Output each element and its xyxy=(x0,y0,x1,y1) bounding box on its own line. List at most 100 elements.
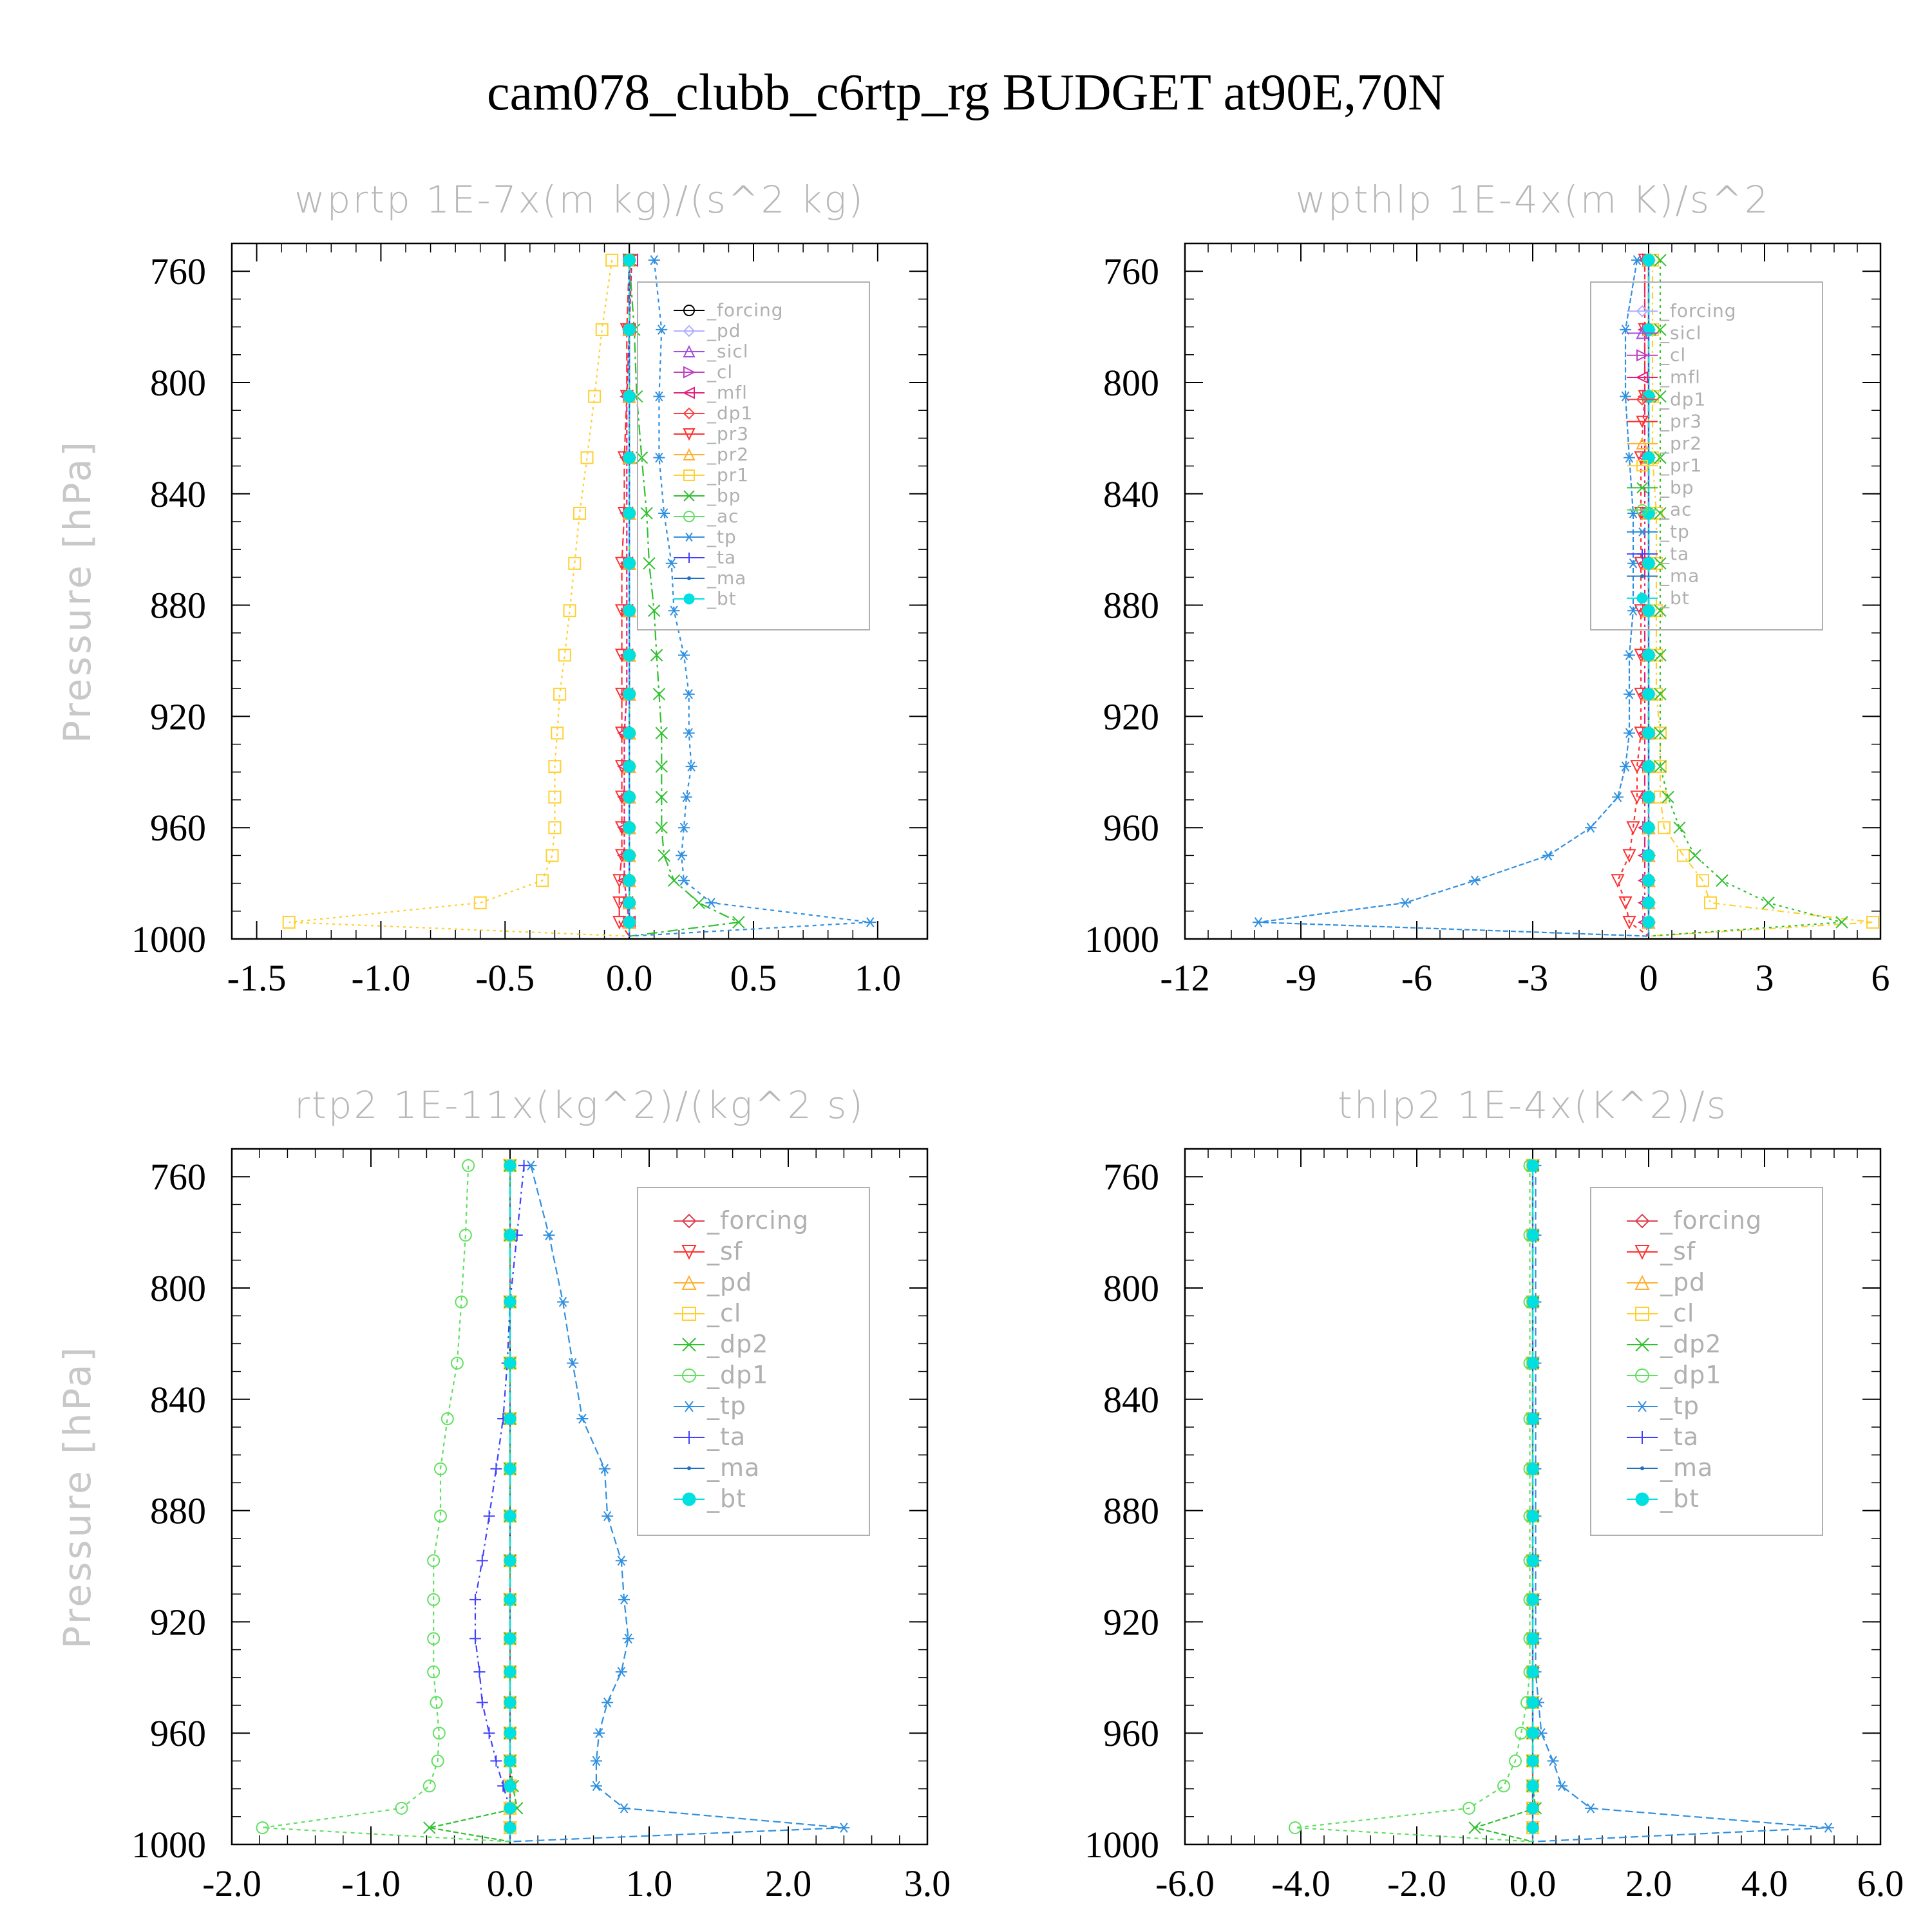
data-point xyxy=(623,791,636,804)
data-point xyxy=(653,391,665,402)
data-point xyxy=(1654,451,1667,464)
y-axis-label: Pressure [hPa] xyxy=(55,1345,99,1649)
legend-marker xyxy=(1637,549,1647,560)
data-point xyxy=(1526,1357,1539,1370)
x-tick-label: -1.5 xyxy=(227,957,287,999)
x-tick-label: -0.5 xyxy=(475,957,535,999)
panel-title: thlp2 1E-4x(K^2)/s xyxy=(1338,1083,1728,1127)
legend-label: _ta xyxy=(1660,1423,1699,1451)
legend-marker xyxy=(1634,1213,1650,1229)
data-point xyxy=(1526,1554,1539,1567)
figure-title: cam078_clubb_c6rtp_rg BUDGET at90E,70N xyxy=(487,64,1445,121)
legend-label: _cl xyxy=(1660,345,1686,366)
data-point xyxy=(1526,1821,1539,1834)
data-point xyxy=(504,1412,516,1425)
legend-marker xyxy=(1636,437,1649,450)
legend-marker xyxy=(683,1431,696,1444)
data-point xyxy=(1526,1412,1539,1425)
panels-group: wprtp 1E-7x(m kg)/(s^2 kg) Pressure [hPa]… xyxy=(55,178,1904,1904)
y-tick-label: 760 xyxy=(1103,1156,1159,1198)
legend-marker xyxy=(1636,349,1649,362)
data-point xyxy=(650,649,663,662)
series-dp1 xyxy=(256,1159,511,1842)
legend-marker xyxy=(1635,371,1648,384)
data-point xyxy=(618,1803,630,1814)
y-tick-label: 920 xyxy=(150,1601,206,1643)
y-axis-label: Pressure [hPa] xyxy=(55,1345,99,1649)
data-point xyxy=(656,325,668,335)
legend-marker xyxy=(1640,1466,1644,1470)
data-point xyxy=(1658,821,1671,835)
data-point xyxy=(1624,650,1635,661)
data-point xyxy=(504,1510,516,1522)
data-point xyxy=(1526,1665,1539,1678)
legend: _forcing_sf _pd _cl _dp2 _dp1 _tp _ta _ma_bt xyxy=(1590,1187,1823,1536)
data-point xyxy=(1823,1823,1834,1833)
series-line xyxy=(1472,1165,1537,1842)
legend-marker xyxy=(1635,1368,1649,1383)
data-point xyxy=(557,1296,569,1307)
legend: _forcing_sicl_cl_mfl_dp1_pr3_pr2_pr1_bp_… xyxy=(1590,281,1823,630)
data-point xyxy=(612,874,627,888)
data-point xyxy=(623,323,636,336)
legend-label: _pr2 xyxy=(1660,433,1702,454)
legend-marker xyxy=(1636,305,1649,317)
legend-label: _tp xyxy=(706,526,737,547)
data-point xyxy=(1626,821,1640,835)
data-point xyxy=(678,875,690,886)
data-point xyxy=(685,761,697,772)
data-point xyxy=(1866,916,1879,929)
legend-marker xyxy=(1636,592,1648,604)
y-tick-label: 800 xyxy=(150,1267,206,1309)
data-point xyxy=(652,688,666,701)
legend-label: _tp xyxy=(1660,521,1690,542)
legend-label: _ma xyxy=(706,1454,760,1482)
data-point xyxy=(476,1696,488,1709)
legend-label: _pr2 xyxy=(706,444,749,465)
legend-label: _sicl xyxy=(1660,322,1702,343)
data-point xyxy=(483,1510,495,1522)
data-point xyxy=(1654,649,1667,662)
data-point xyxy=(1526,1593,1539,1606)
series-line xyxy=(1294,1165,1533,1842)
data-point xyxy=(732,916,745,929)
data-point xyxy=(1618,896,1633,911)
data-point xyxy=(1526,1159,1539,1172)
data-point xyxy=(1642,604,1655,617)
data-point xyxy=(1696,874,1709,887)
data-point xyxy=(1526,1229,1539,1242)
data-point xyxy=(1642,821,1655,834)
legend-label: _cl xyxy=(1660,1299,1694,1327)
data-point xyxy=(1630,760,1644,774)
data-point xyxy=(568,556,582,570)
series-bt xyxy=(504,1159,516,1842)
legend-box xyxy=(1590,281,1823,630)
legend-label: _pr3 xyxy=(706,423,749,444)
data-point xyxy=(567,1358,579,1368)
x-tick-label: -4.0 xyxy=(1271,1862,1331,1904)
data-point xyxy=(615,1555,627,1566)
data-point xyxy=(558,649,571,662)
data-point xyxy=(490,1463,502,1475)
legend-label: _mfl xyxy=(706,382,748,403)
data-point xyxy=(504,1229,516,1242)
panel-title: wpthlp 1E-4x(m K)/s^2 xyxy=(1295,178,1770,222)
series-pr1 xyxy=(282,253,630,937)
data-point xyxy=(864,917,876,927)
data-point xyxy=(640,507,653,520)
legend-label: _ma xyxy=(1660,1454,1713,1482)
legend-marker xyxy=(683,407,696,420)
legend-label: _dp2 xyxy=(1660,1330,1721,1358)
data-point xyxy=(1556,1781,1567,1792)
data-point xyxy=(623,916,636,929)
data-point xyxy=(623,254,636,267)
data-point xyxy=(427,1593,440,1606)
legend-label: _forcing xyxy=(706,1206,809,1235)
plot-frame xyxy=(1184,242,1882,940)
data-point xyxy=(590,1781,602,1792)
data-point xyxy=(483,1727,495,1739)
data-point xyxy=(504,1463,516,1475)
x-tick-label: 0 xyxy=(1640,957,1658,999)
y-tick-label: 920 xyxy=(150,696,206,737)
y-tick-label: 800 xyxy=(1103,1267,1159,1309)
